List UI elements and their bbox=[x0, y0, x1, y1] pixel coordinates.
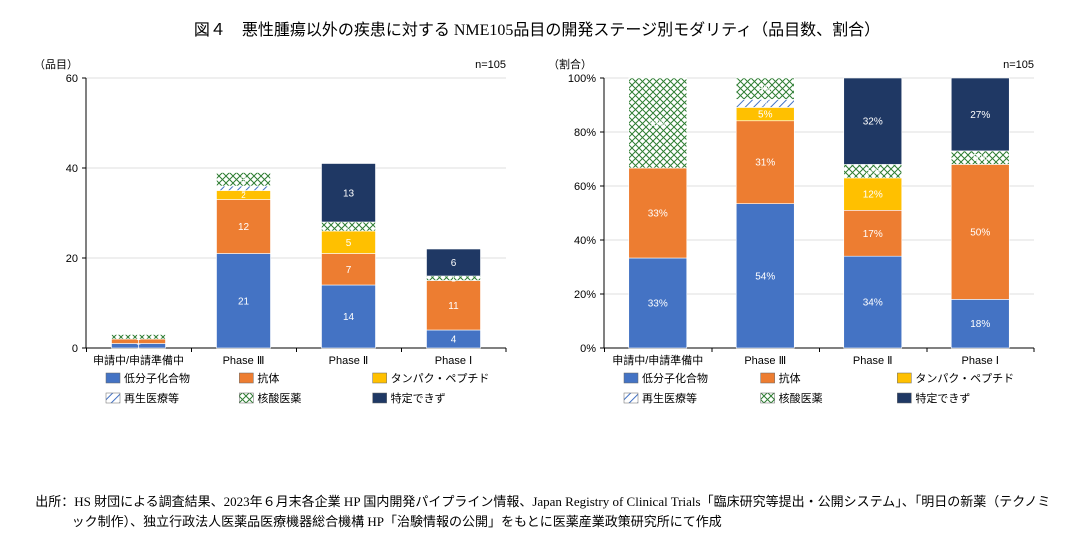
svg-text:40%: 40% bbox=[574, 235, 596, 247]
svg-text:40: 40 bbox=[66, 163, 78, 175]
bar-value-label: 12% bbox=[863, 190, 883, 201]
category-label: 申請中/申請準備中 bbox=[93, 353, 184, 367]
bar-value-label: 5% bbox=[866, 167, 881, 178]
svg-text:特定できず: 特定できず bbox=[915, 391, 970, 405]
bar-value-label: 54% bbox=[755, 271, 775, 282]
bar-value-label: 13 bbox=[343, 188, 355, 199]
svg-text:60: 60 bbox=[66, 73, 78, 85]
figure-title: 図４ 悪性腫瘍以外の疾患に対する NME105品目の開発ステージ別モダリティ（品… bbox=[20, 16, 1054, 40]
bar-value-label: 50% bbox=[970, 227, 990, 238]
category-label: Phase Ⅲ bbox=[223, 355, 265, 367]
svg-text:n=105: n=105 bbox=[1003, 59, 1034, 71]
svg-text:再生医療等: 再生医療等 bbox=[642, 391, 697, 405]
svg-text:核酸医薬: 核酸医薬 bbox=[779, 391, 823, 405]
svg-text:（割合）: （割合） bbox=[548, 57, 592, 71]
svg-text:60%: 60% bbox=[574, 181, 596, 193]
category-label: Phase Ⅰ bbox=[962, 355, 1000, 367]
svg-text:特定できず: 特定できず bbox=[391, 391, 446, 405]
bar-value-label: 31% bbox=[755, 158, 775, 169]
charts-row: 0204060111申請中/申請準備中2112213Phase Ⅲ1475213… bbox=[20, 54, 1054, 482]
bar-value-label: 4 bbox=[451, 335, 457, 346]
bar-value-label: 34% bbox=[863, 298, 883, 309]
svg-text:抗体: 抗体 bbox=[779, 371, 801, 385]
bar-value-label: 17% bbox=[863, 229, 883, 240]
svg-text:100%: 100% bbox=[568, 73, 596, 85]
svg-text:再生医療等: 再生医療等 bbox=[124, 391, 179, 405]
bar-value-label: 5% bbox=[973, 153, 988, 164]
bar-value-label: 11 bbox=[448, 301, 459, 312]
svg-text:20%: 20% bbox=[574, 289, 596, 301]
bar-value-label: 2 bbox=[346, 223, 351, 232]
svg-text:20: 20 bbox=[66, 253, 78, 265]
category-label: Phase Ⅰ bbox=[435, 355, 473, 367]
svg-text:核酸医薬: 核酸医薬 bbox=[257, 391, 301, 405]
bar-value-label: 3% bbox=[759, 99, 771, 108]
legend: 低分子化合物 抗体 タンパク・ペプチド再生医療等 核酸医薬 特定できず bbox=[106, 371, 489, 405]
bar-value-label: 5 bbox=[346, 238, 352, 249]
bar-value-label: 33% bbox=[648, 209, 668, 220]
svg-text:タンパク・ペプチド: タンパク・ペプチド bbox=[391, 372, 490, 385]
left-chart: 0204060111申請中/申請準備中2112213Phase Ⅲ1475213… bbox=[30, 54, 516, 482]
right-chart: 0% 20% 40% 60% 80% 100% 33% 33% 33% 申請中/申請準備中 54% 3… bbox=[544, 54, 1044, 482]
bar-value-label: 14 bbox=[343, 312, 355, 323]
category-label: Phase Ⅱ bbox=[329, 355, 369, 367]
category-label: 申請中/申請準備中 bbox=[612, 353, 703, 367]
bar-value-label: 27% bbox=[970, 110, 990, 121]
category-label: Phase Ⅱ bbox=[853, 355, 893, 367]
bar-value-label: 12 bbox=[238, 222, 250, 233]
svg-text:n=105: n=105 bbox=[475, 59, 506, 71]
svg-text:（品目）: （品目） bbox=[34, 58, 78, 71]
svg-text:タンパク・ペプチド: タンパク・ペプチド bbox=[915, 372, 1014, 385]
svg-text:0%: 0% bbox=[580, 343, 596, 355]
bar-value-label: 18% bbox=[970, 319, 990, 330]
bar-value-label: 1 bbox=[136, 333, 141, 342]
bar-value-label: 7 bbox=[346, 265, 352, 276]
bar-value-label: 6 bbox=[451, 258, 457, 269]
source-text: 出所：HS 財団による調査結果、2023年６月末各企業 HP 国内開発パイプライ… bbox=[62, 492, 1052, 532]
bar-value-label: 33% bbox=[648, 119, 668, 130]
bar-value-label: 3 bbox=[241, 175, 247, 186]
svg-text:80%: 80% bbox=[574, 127, 596, 139]
bar-value-label: 33% bbox=[648, 299, 668, 310]
bar-value-label: 32% bbox=[863, 117, 883, 128]
svg-text:低分子化合物: 低分子化合物 bbox=[124, 371, 190, 385]
svg-text:0: 0 bbox=[72, 343, 78, 355]
bar-value-label: 5% bbox=[758, 110, 773, 121]
bar-value-label: 21 bbox=[238, 296, 250, 307]
category-label: Phase Ⅲ bbox=[744, 355, 786, 367]
bar-value-label: 8% bbox=[758, 84, 773, 95]
svg-text:低分子化合物: 低分子化合物 bbox=[642, 371, 708, 385]
legend: 低分子化合物 抗体 タンパク・ペプチド再生医療等 核酸医薬 特定できず bbox=[624, 371, 1014, 405]
svg-text:抗体: 抗体 bbox=[257, 371, 279, 385]
